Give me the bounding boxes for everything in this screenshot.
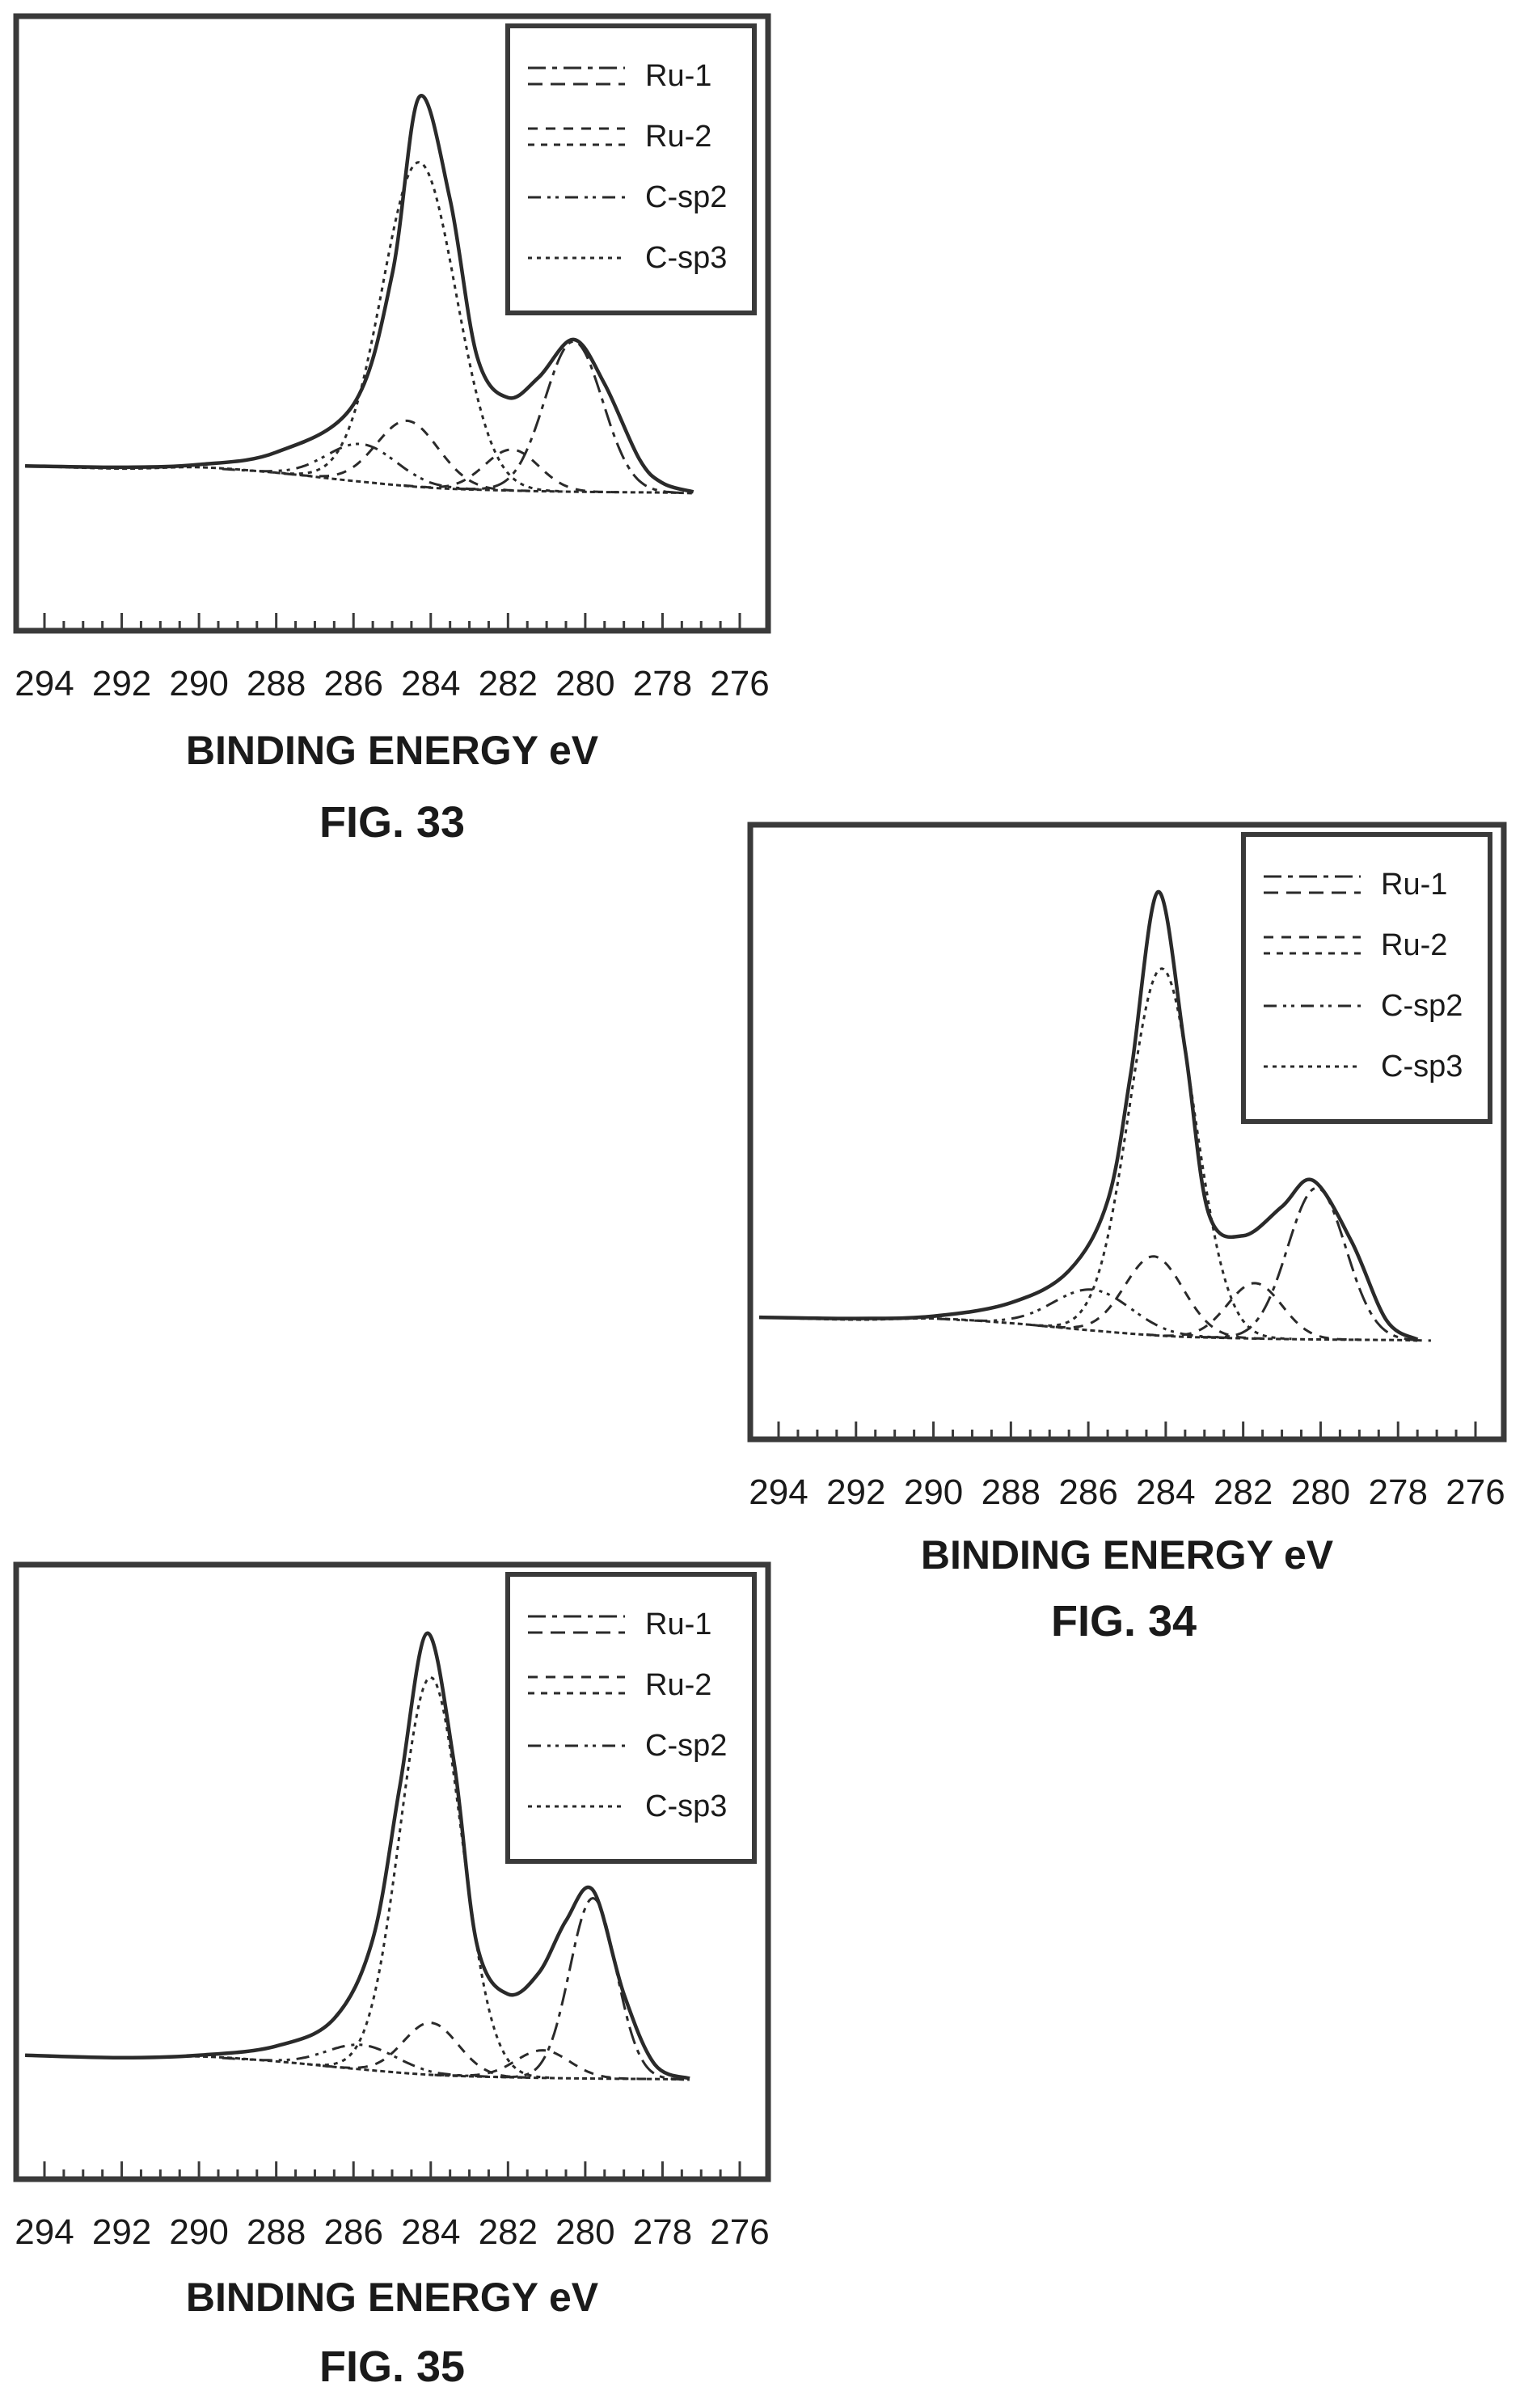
x-tick-label: 290	[169, 2212, 228, 2252]
x-tick-label: 276	[710, 664, 769, 703]
x-tick-label: 292	[826, 1472, 885, 1512]
peak-ru-2	[322, 2021, 538, 2079]
peak-ru-1	[500, 1896, 684, 2081]
x-tick-label: 286	[1058, 1472, 1117, 1512]
envelope-curve	[759, 889, 1419, 1341]
legend-label: Ru-1	[1381, 868, 1447, 902]
x-tick-label: 280	[555, 664, 614, 703]
x-tick-label: 282	[1214, 1472, 1273, 1512]
x-tick-label: 288	[982, 1472, 1041, 1512]
x-tick-label: 284	[401, 2212, 460, 2252]
x-tick-label: 284	[401, 664, 460, 703]
legend-box	[505, 23, 757, 315]
legend-label: Ru-1	[645, 1607, 711, 1641]
x-tick-label: 294	[749, 1472, 808, 1512]
envelope-curve	[25, 93, 694, 494]
peak-c-sp2	[222, 442, 499, 492]
figure-label: FIG. 33	[319, 798, 465, 847]
legend-label: C-sp3	[645, 1789, 727, 1823]
x-tick-label: 286	[324, 2212, 383, 2252]
x-tick-label: 278	[1369, 1472, 1428, 1512]
peak-ru-2	[1037, 1255, 1269, 1340]
x-axis-label: BINDING ENERGY eV	[186, 2275, 599, 2320]
x-tick-label: 288	[247, 2212, 306, 2252]
background-curve	[25, 464, 694, 495]
peak-ru-1	[458, 340, 688, 495]
peak-ru-2	[434, 2049, 649, 2081]
x-tick-label: 276	[1446, 1472, 1505, 1512]
x-tick-label: 278	[633, 2212, 692, 2252]
legend-label: C-sp2	[1381, 989, 1463, 1023]
x-tick-label: 290	[904, 1472, 963, 1512]
x-tick-label: 278	[633, 664, 692, 703]
background-curve	[25, 2054, 690, 2081]
peak-c-sp2	[222, 2043, 499, 2079]
x-tick-label: 292	[92, 2212, 151, 2252]
envelope-curve	[25, 1631, 690, 2081]
legend-label: Ru-1	[645, 59, 711, 93]
x-tick-label: 294	[15, 664, 74, 703]
peak-ru-1	[1201, 1186, 1431, 1342]
x-tick-label: 288	[247, 664, 306, 703]
legend-box	[505, 1572, 757, 1864]
figure-label: FIG. 34	[1051, 1597, 1197, 1645]
x-tick-label: 286	[324, 664, 383, 703]
legend-label: Ru-2	[1381, 928, 1447, 962]
x-tick-label: 280	[555, 2212, 614, 2252]
legend-label: Ru-2	[645, 120, 711, 154]
figure-label: FIG. 35	[319, 2343, 465, 2391]
x-tick-label: 290	[169, 664, 228, 703]
legend-label: C-sp2	[645, 1729, 727, 1763]
peak-ru-2	[403, 448, 618, 494]
x-tick-label: 280	[1291, 1472, 1350, 1512]
legend-label: C-sp3	[1381, 1050, 1463, 1084]
peak-c-sp2	[937, 1288, 1246, 1340]
legend-box	[1241, 832, 1492, 1124]
peak-ru-2	[284, 419, 530, 492]
chart-fig-33: 294 292 290 288 286 284 282 280 278 276 BINDING EN…	[13, 13, 771, 847]
peak-ru-2	[1146, 1282, 1361, 1341]
x-tick-label: 292	[92, 664, 151, 703]
x-tick-label: 282	[479, 2212, 538, 2252]
legend-label: Ru-2	[645, 1668, 711, 1702]
x-tick-label: 276	[710, 2212, 769, 2252]
legend-label: C-sp2	[645, 180, 727, 214]
peak-c-sp3	[1030, 967, 1292, 1341]
legend-label: C-sp3	[645, 241, 727, 275]
x-axis-label: BINDING ENERGY eV	[921, 1532, 1334, 1578]
background-curve	[759, 1316, 1418, 1342]
x-axis-label: BINDING ENERGY eV	[186, 728, 599, 773]
x-tick-label: 294	[15, 2212, 74, 2252]
x-tick-label: 282	[479, 664, 538, 703]
chart-fig-34: 294 292 290 288 286 284 282 280 278 276 BINDING EN…	[747, 822, 1507, 1645]
chart-fig-35: 294 292 290 288 286 284 282 280 278 276 BINDING EN…	[13, 1561, 771, 2391]
peak-c-sp3	[272, 161, 564, 493]
x-tick-label: 284	[1136, 1472, 1195, 1512]
